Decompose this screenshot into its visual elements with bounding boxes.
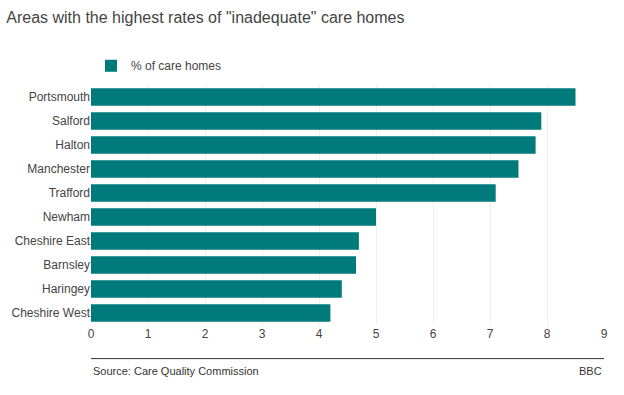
svg-text:2: 2: [202, 327, 209, 341]
svg-text:1: 1: [145, 327, 152, 341]
svg-text:% of care homes: % of care homes: [131, 59, 221, 73]
svg-text:Halton: Halton: [55, 138, 90, 152]
svg-text:9: 9: [601, 327, 608, 341]
svg-text:Manchester: Manchester: [27, 162, 90, 176]
svg-text:5: 5: [373, 327, 380, 341]
svg-text:Cheshire West: Cheshire West: [12, 306, 91, 320]
svg-text:4: 4: [316, 327, 323, 341]
svg-text:Trafford: Trafford: [49, 186, 90, 200]
svg-text:Portsmouth: Portsmouth: [29, 90, 90, 104]
svg-text:0: 0: [88, 327, 95, 341]
svg-text:6: 6: [430, 327, 437, 341]
svg-text:8: 8: [544, 327, 551, 341]
svg-text:3: 3: [259, 327, 266, 341]
svg-text:Source: Care Quality Commissio: Source: Care Quality Commission: [93, 365, 259, 377]
svg-text:BBC: BBC: [579, 365, 602, 377]
svg-text:Areas with the highest rates o: Areas with the highest rates of "inadequ…: [6, 9, 404, 26]
svg-text:7: 7: [487, 327, 494, 341]
svg-text:Cheshire East: Cheshire East: [15, 234, 91, 248]
svg-text:Newham: Newham: [43, 210, 90, 224]
svg-text:Haringey: Haringey: [42, 282, 90, 296]
svg-text:Barnsley: Barnsley: [43, 258, 90, 272]
svg-text:Salford: Salford: [52, 114, 90, 128]
